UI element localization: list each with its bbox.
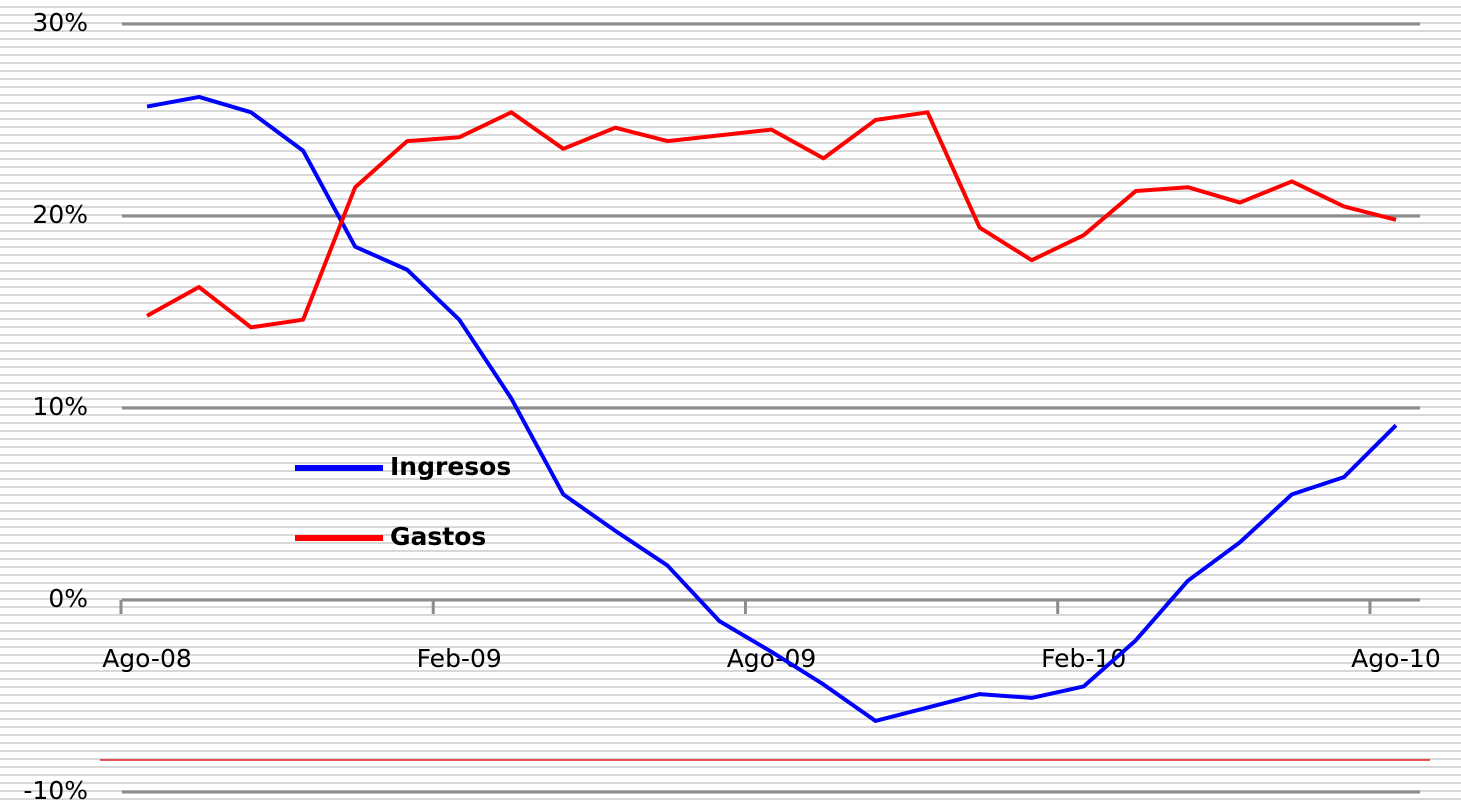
x-tick-label: Ago-10 xyxy=(1351,644,1441,673)
y-tick-label: 10% xyxy=(32,392,88,421)
series-line xyxy=(146,110,1397,330)
legend-label: Ingresos xyxy=(390,452,511,481)
series-line xyxy=(146,94,1398,723)
y-tick-label: 20% xyxy=(32,200,88,229)
x-tick-label: Feb-10 xyxy=(1041,644,1126,673)
legend-label: Gastos xyxy=(390,522,486,551)
x-tick-label: Ago-08 xyxy=(102,644,192,673)
y-tick-label: 30% xyxy=(32,8,88,37)
y-tick-label: -10% xyxy=(23,776,88,805)
x-tick-label: Ago-09 xyxy=(727,644,817,673)
x-tick-label: Feb-09 xyxy=(417,644,502,673)
y-tick-label: 0% xyxy=(48,584,88,613)
